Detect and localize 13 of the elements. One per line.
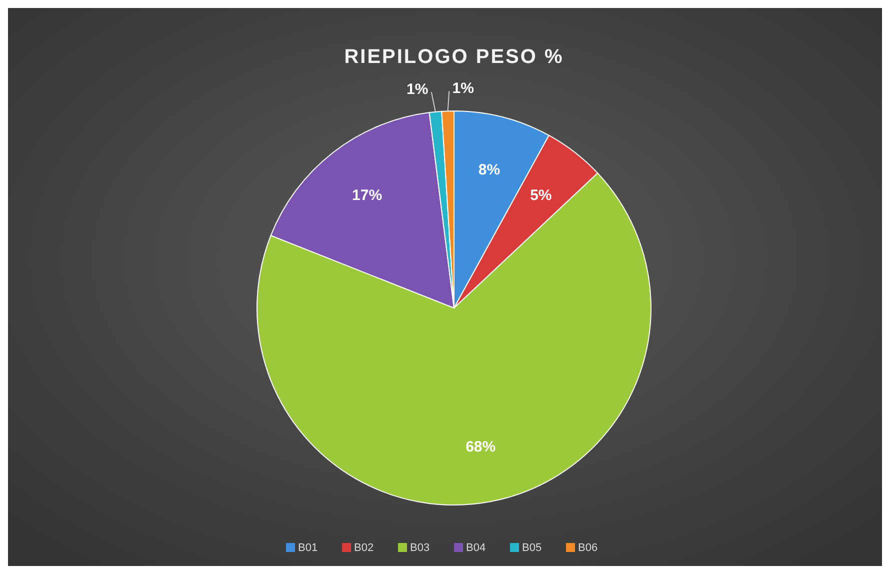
- slice-label: B03: [410, 542, 430, 554]
- legend-label: B02: [354, 542, 374, 554]
- data-label: 8%: [478, 162, 500, 179]
- data-label: 68%: [466, 438, 496, 456]
- legend-label: B01: [298, 542, 318, 554]
- chart-title: RIEPILOGO PESO %: [344, 46, 564, 68]
- data-label: 5%: [530, 186, 552, 204]
- legend-label: B05: [522, 542, 542, 554]
- data-label: 17%: [352, 186, 382, 204]
- legend-label: B06: [578, 542, 598, 554]
- data-label: 1%: [406, 80, 428, 98]
- data-label: 1%: [452, 80, 474, 98]
- legend-label: B04: [466, 542, 486, 554]
